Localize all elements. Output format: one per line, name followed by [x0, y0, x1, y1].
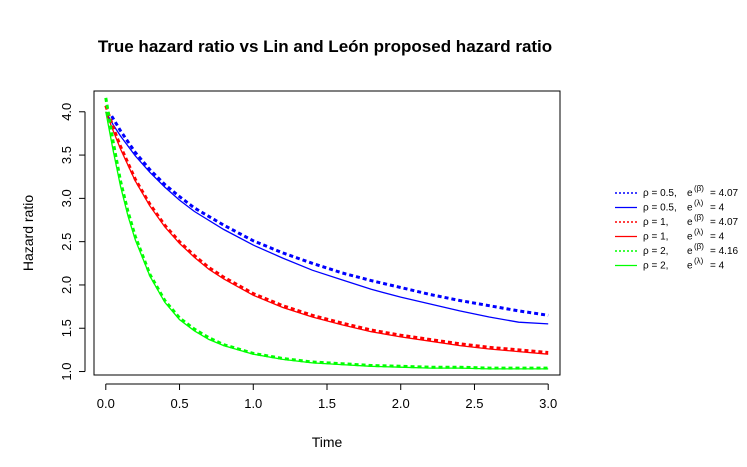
- x-tick-label: 3.0: [539, 396, 557, 411]
- series-line-4: [104, 97, 549, 370]
- x-axis-label: Time: [312, 434, 343, 450]
- legend-exp-sup: (λ): [694, 199, 704, 208]
- x-axis: 0.0 0.5 1.0 1.5 2.0 2.5 3.0: [97, 383, 557, 411]
- y-tick-label: 2.5: [59, 233, 74, 251]
- legend-exp-sup: (λ): [694, 257, 704, 266]
- legend-item: ρ = 1, e (β̄) = 4.07: [615, 213, 739, 228]
- legend-exp-sup: (λ): [694, 228, 704, 237]
- y-tick-label: 2.0: [59, 276, 74, 294]
- series-line-2: [104, 105, 549, 354]
- x-tick-label: 0.0: [97, 396, 115, 411]
- series-line-0: [110, 115, 549, 317]
- x-tick-label: 1.5: [318, 396, 336, 411]
- legend: ρ = 0.5, e (β̄) = 4.07ρ = 0.5, e (λ) = 4ρ = 1,…: [615, 184, 739, 272]
- plot-frame: [93, 90, 561, 376]
- legend-exp-value: = 4: [710, 203, 725, 214]
- legend-item: ρ = 2, e (β̄) = 4.16: [615, 242, 739, 257]
- legend-exp-value: = 4.16: [710, 246, 739, 257]
- y-axis-label: Hazard ratio: [20, 195, 36, 271]
- y-tick-label: 1.5: [59, 319, 74, 337]
- x-tick-label: 2.5: [465, 396, 483, 411]
- legend-rho-label: ρ = 2,: [643, 246, 668, 257]
- legend-item: ρ = 0.5, e (β̄) = 4.07: [615, 184, 739, 199]
- x-tick-label: 0.5: [170, 396, 188, 411]
- x-tick-label: 1.0: [244, 396, 262, 411]
- legend-rho-label: ρ = 2,: [643, 261, 668, 272]
- legend-exp-value: = 4: [710, 232, 725, 243]
- series-line-1: [105, 111, 549, 325]
- legend-exp-base: e: [687, 217, 693, 228]
- legend-exp-base: e: [687, 261, 693, 272]
- legend-item: ρ = 1, e (λ) = 4: [615, 228, 725, 243]
- legend-exp-sup: (β̄): [694, 213, 704, 222]
- legend-exp-base: e: [687, 188, 693, 199]
- y-tick-label: 1.0: [59, 362, 74, 380]
- x-tick-label: 2.0: [392, 396, 410, 411]
- legend-exp-sup: (β̄): [694, 184, 704, 193]
- legend-exp-value: = 4: [710, 261, 725, 272]
- legend-item: ρ = 2, e (λ) = 4: [615, 257, 725, 272]
- y-tick-label: 4.0: [59, 103, 74, 121]
- legend-exp-base: e: [687, 203, 693, 214]
- y-axis: 1.0 1.5 2.0 2.5 3.0 3.5 4.0: [59, 103, 86, 381]
- legend-rho-label: ρ = 0.5,: [643, 188, 677, 199]
- legend-exp-sup: (β̄): [694, 242, 704, 251]
- series-layer: [104, 97, 549, 370]
- legend-exp-value: = 4.07: [710, 188, 739, 199]
- series-line-5: [105, 111, 549, 370]
- legend-rho-label: ρ = 0.5,: [643, 203, 677, 214]
- legend-rho-label: ρ = 1,: [643, 232, 668, 243]
- legend-exp-value: = 4.07: [710, 217, 739, 228]
- legend-exp-base: e: [687, 246, 693, 257]
- chart-title: True hazard ratio vs Lin and León propos…: [98, 37, 552, 56]
- y-tick-label: 3.0: [59, 189, 74, 207]
- legend-item: ρ = 0.5, e (λ) = 4: [615, 199, 725, 214]
- legend-exp-base: e: [687, 232, 693, 243]
- series-line-3: [105, 111, 549, 355]
- legend-rho-label: ρ = 1,: [643, 217, 668, 228]
- y-tick-label: 3.5: [59, 146, 74, 164]
